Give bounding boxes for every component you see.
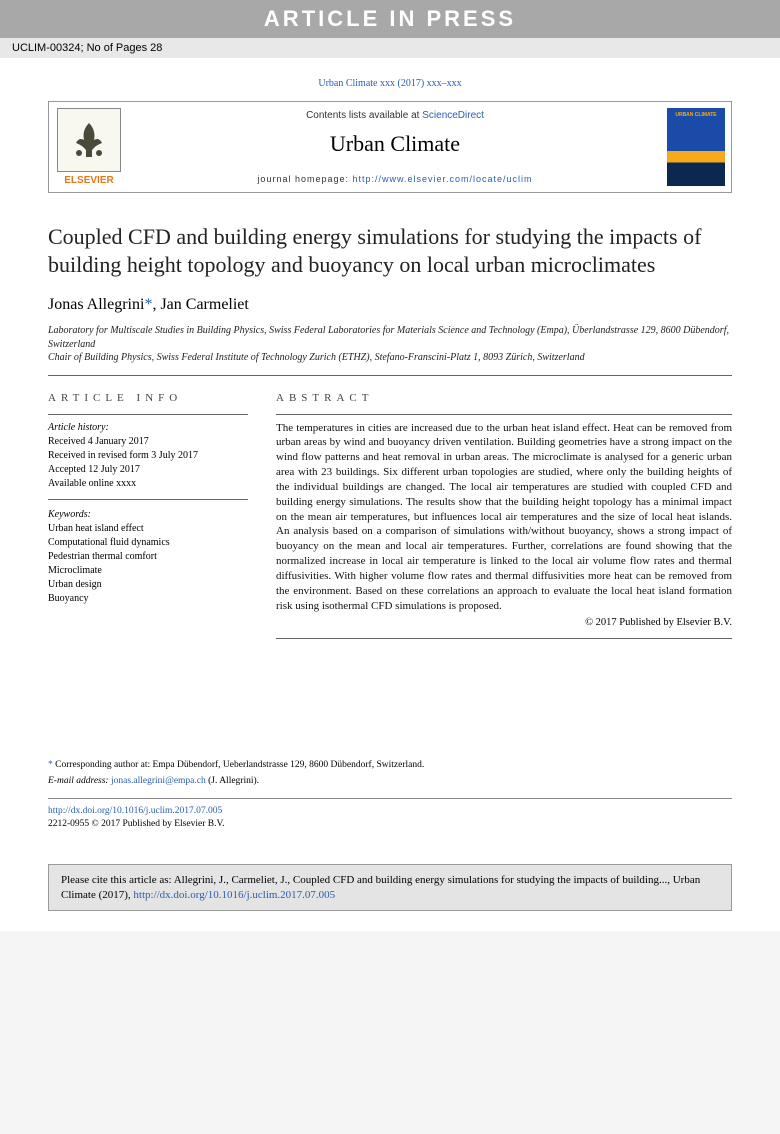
keyword-3: Pedestrian thermal comfort — [48, 550, 248, 564]
homepage-prefix: journal homepage: — [257, 174, 352, 184]
journal-name: Urban Climate — [133, 131, 657, 157]
abstract-divider-bottom — [276, 638, 732, 639]
in-press-banner: ARTICLE IN PRESS — [0, 0, 780, 38]
history-accepted: Accepted 12 July 2017 — [48, 463, 248, 477]
homepage-line: journal homepage: http://www.elsevier.co… — [133, 174, 657, 184]
affiliations: Laboratory for Multiscale Studies in Bui… — [48, 324, 732, 365]
info-heading: ARTICLE INFO — [48, 392, 248, 404]
abstract-text: The temperatures in cities are increased… — [276, 421, 732, 614]
keyword-5: Urban design — [48, 578, 248, 592]
keywords-label: Keywords: — [48, 508, 248, 522]
history-received: Received 4 January 2017 — [48, 435, 248, 449]
copyright: © 2017 Published by Elsevier B.V. — [276, 617, 732, 628]
cite-doi-link[interactable]: http://dx.doi.org/10.1016/j.uclim.2017.0… — [133, 889, 335, 901]
doi-block: http://dx.doi.org/10.1016/j.uclim.2017.0… — [48, 798, 732, 832]
email-suffix: (J. Allegrini). — [206, 776, 259, 786]
keyword-4: Microclimate — [48, 564, 248, 578]
journal-header: ELSEVIER Contents lists available at Sci… — [48, 101, 732, 193]
citation-box: Please cite this article as: Allegrini, … — [48, 864, 732, 912]
abstract-heading: ABSTRACT — [276, 392, 732, 404]
info-divider-top — [48, 414, 248, 415]
history-revised: Received in revised form 3 July 2017 — [48, 449, 248, 463]
reference-line: UCLIM-00324; No of Pages 28 — [0, 38, 780, 58]
abstract-divider-top — [276, 414, 732, 415]
keyword-6: Buoyancy — [48, 592, 248, 606]
history-label: Article history: — [48, 421, 248, 435]
citation-top: Urban Climate xxx (2017) xxx–xxx — [48, 78, 732, 89]
contents-prefix: Contents lists available at — [306, 110, 422, 121]
email-note: E-mail address: jonas.allegrini@empa.ch … — [48, 775, 732, 788]
journal-cover-icon — [667, 108, 725, 186]
elsevier-tree-icon — [57, 108, 121, 172]
author-2: Jan Carmeliet — [160, 296, 248, 313]
corr-text: Corresponding author at: Empa Dübendorf,… — [55, 760, 424, 770]
history-online: Available online xxxx — [48, 477, 248, 491]
abstract-col: ABSTRACT The temperatures in cities are … — [276, 392, 732, 640]
keywords-block: Keywords: Urban heat island effect Compu… — [48, 508, 248, 606]
divider — [48, 375, 732, 376]
article-page: ARTICLE IN PRESS UCLIM-00324; No of Page… — [0, 0, 780, 931]
homepage-link[interactable]: http://www.elsevier.com/locate/uclim — [353, 174, 533, 184]
affiliation-1: Laboratory for Multiscale Studies in Bui… — [48, 324, 732, 351]
author-1: Jonas Allegrini — [48, 296, 144, 313]
email-label: E-mail address: — [48, 776, 111, 786]
article-title: Coupled CFD and building energy simulati… — [48, 223, 732, 278]
email-link[interactable]: jonas.allegrini@empa.ch — [111, 776, 206, 786]
keyword-2: Computational fluid dynamics — [48, 536, 248, 550]
keyword-1: Urban heat island effect — [48, 522, 248, 536]
sciencedirect-link[interactable]: ScienceDirect — [422, 110, 484, 121]
affiliation-2: Chair of Building Physics, Swiss Federal… — [48, 351, 732, 365]
header-center: Contents lists available at ScienceDirec… — [129, 102, 661, 192]
history-block: Article history: Received 4 January 2017… — [48, 421, 248, 500]
publisher-block: ELSEVIER — [49, 102, 129, 192]
doi-link[interactable]: http://dx.doi.org/10.1016/j.uclim.2017.0… — [48, 806, 222, 816]
corresponding-note: * Corresponding author at: Empa Dübendor… — [48, 759, 732, 772]
cover-block — [661, 102, 731, 192]
article-info-col: ARTICLE INFO Article history: Received 4… — [48, 392, 248, 640]
elsevier-label: ELSEVIER — [64, 175, 113, 186]
contents-line: Contents lists available at ScienceDirec… — [133, 110, 657, 121]
two-column: ARTICLE INFO Article history: Received 4… — [48, 392, 732, 640]
authors: Jonas Allegrini*, Jan Carmeliet — [48, 296, 732, 314]
issn-line: 2212-0955 © 2017 Published by Elsevier B… — [48, 819, 224, 829]
footer-notes: * Corresponding author at: Empa Dübendor… — [48, 759, 732, 831]
main-content: Urban Climate xxx (2017) xxx–xxx ELSEVIE… — [0, 58, 780, 852]
